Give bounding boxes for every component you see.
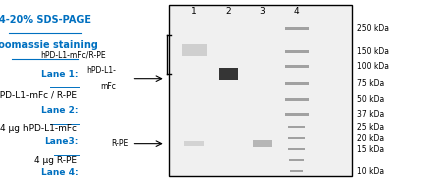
Bar [288,137,305,139]
Text: 4 μg hPD-L1-mFc: 4 μg hPD-L1-mFc [0,124,77,133]
Text: 20 kDa: 20 kDa [356,134,383,143]
Text: Coomassie staining: Coomassie staining [0,40,98,50]
Bar [184,141,204,146]
Text: 250 kDa: 250 kDa [356,24,388,33]
Bar [181,44,206,56]
Text: 2: 2 [225,7,231,16]
Text: 75 kDa: 75 kDa [356,79,383,88]
Text: 37 kDa: 37 kDa [356,110,383,119]
Bar [252,140,272,147]
Text: 8 μg hPD-L1-mFc / R-PE: 8 μg hPD-L1-mFc / R-PE [0,92,77,100]
Bar [290,170,302,172]
Text: 10 kDa: 10 kDa [356,167,383,176]
Bar [285,82,308,85]
Text: Lane3:: Lane3: [44,137,79,146]
Text: 15 kDa: 15 kDa [356,145,383,154]
Text: 1: 1 [191,7,197,16]
Text: 25 kDa: 25 kDa [356,123,383,132]
Text: hPD-L1-mFc/R-PE: hPD-L1-mFc/R-PE [40,50,106,59]
Bar [168,5,351,176]
Text: 4 μg R-PE: 4 μg R-PE [34,156,77,165]
Text: 100 kDa: 100 kDa [356,62,388,71]
Text: 3: 3 [259,7,265,16]
Text: 150 kDa: 150 kDa [356,47,388,56]
Text: 4: 4 [293,7,299,16]
Text: Lane 2:: Lane 2: [41,106,79,115]
Bar [289,159,303,161]
Bar [285,65,308,68]
Bar [288,148,305,150]
Bar [285,113,308,116]
Text: 4-20% SDS-PAGE: 4-20% SDS-PAGE [0,15,91,25]
Bar [285,98,308,101]
Bar [285,50,308,53]
Bar [218,68,238,80]
Text: hPD-L1-: hPD-L1- [86,66,116,75]
Text: Lane 1:: Lane 1: [41,70,79,79]
Text: R-PE: R-PE [111,139,128,148]
Text: 50 kDa: 50 kDa [356,95,383,104]
Text: mFc: mFc [100,81,116,91]
Bar [288,126,305,128]
Text: Lane 4:: Lane 4: [41,168,79,177]
Bar [285,27,308,30]
